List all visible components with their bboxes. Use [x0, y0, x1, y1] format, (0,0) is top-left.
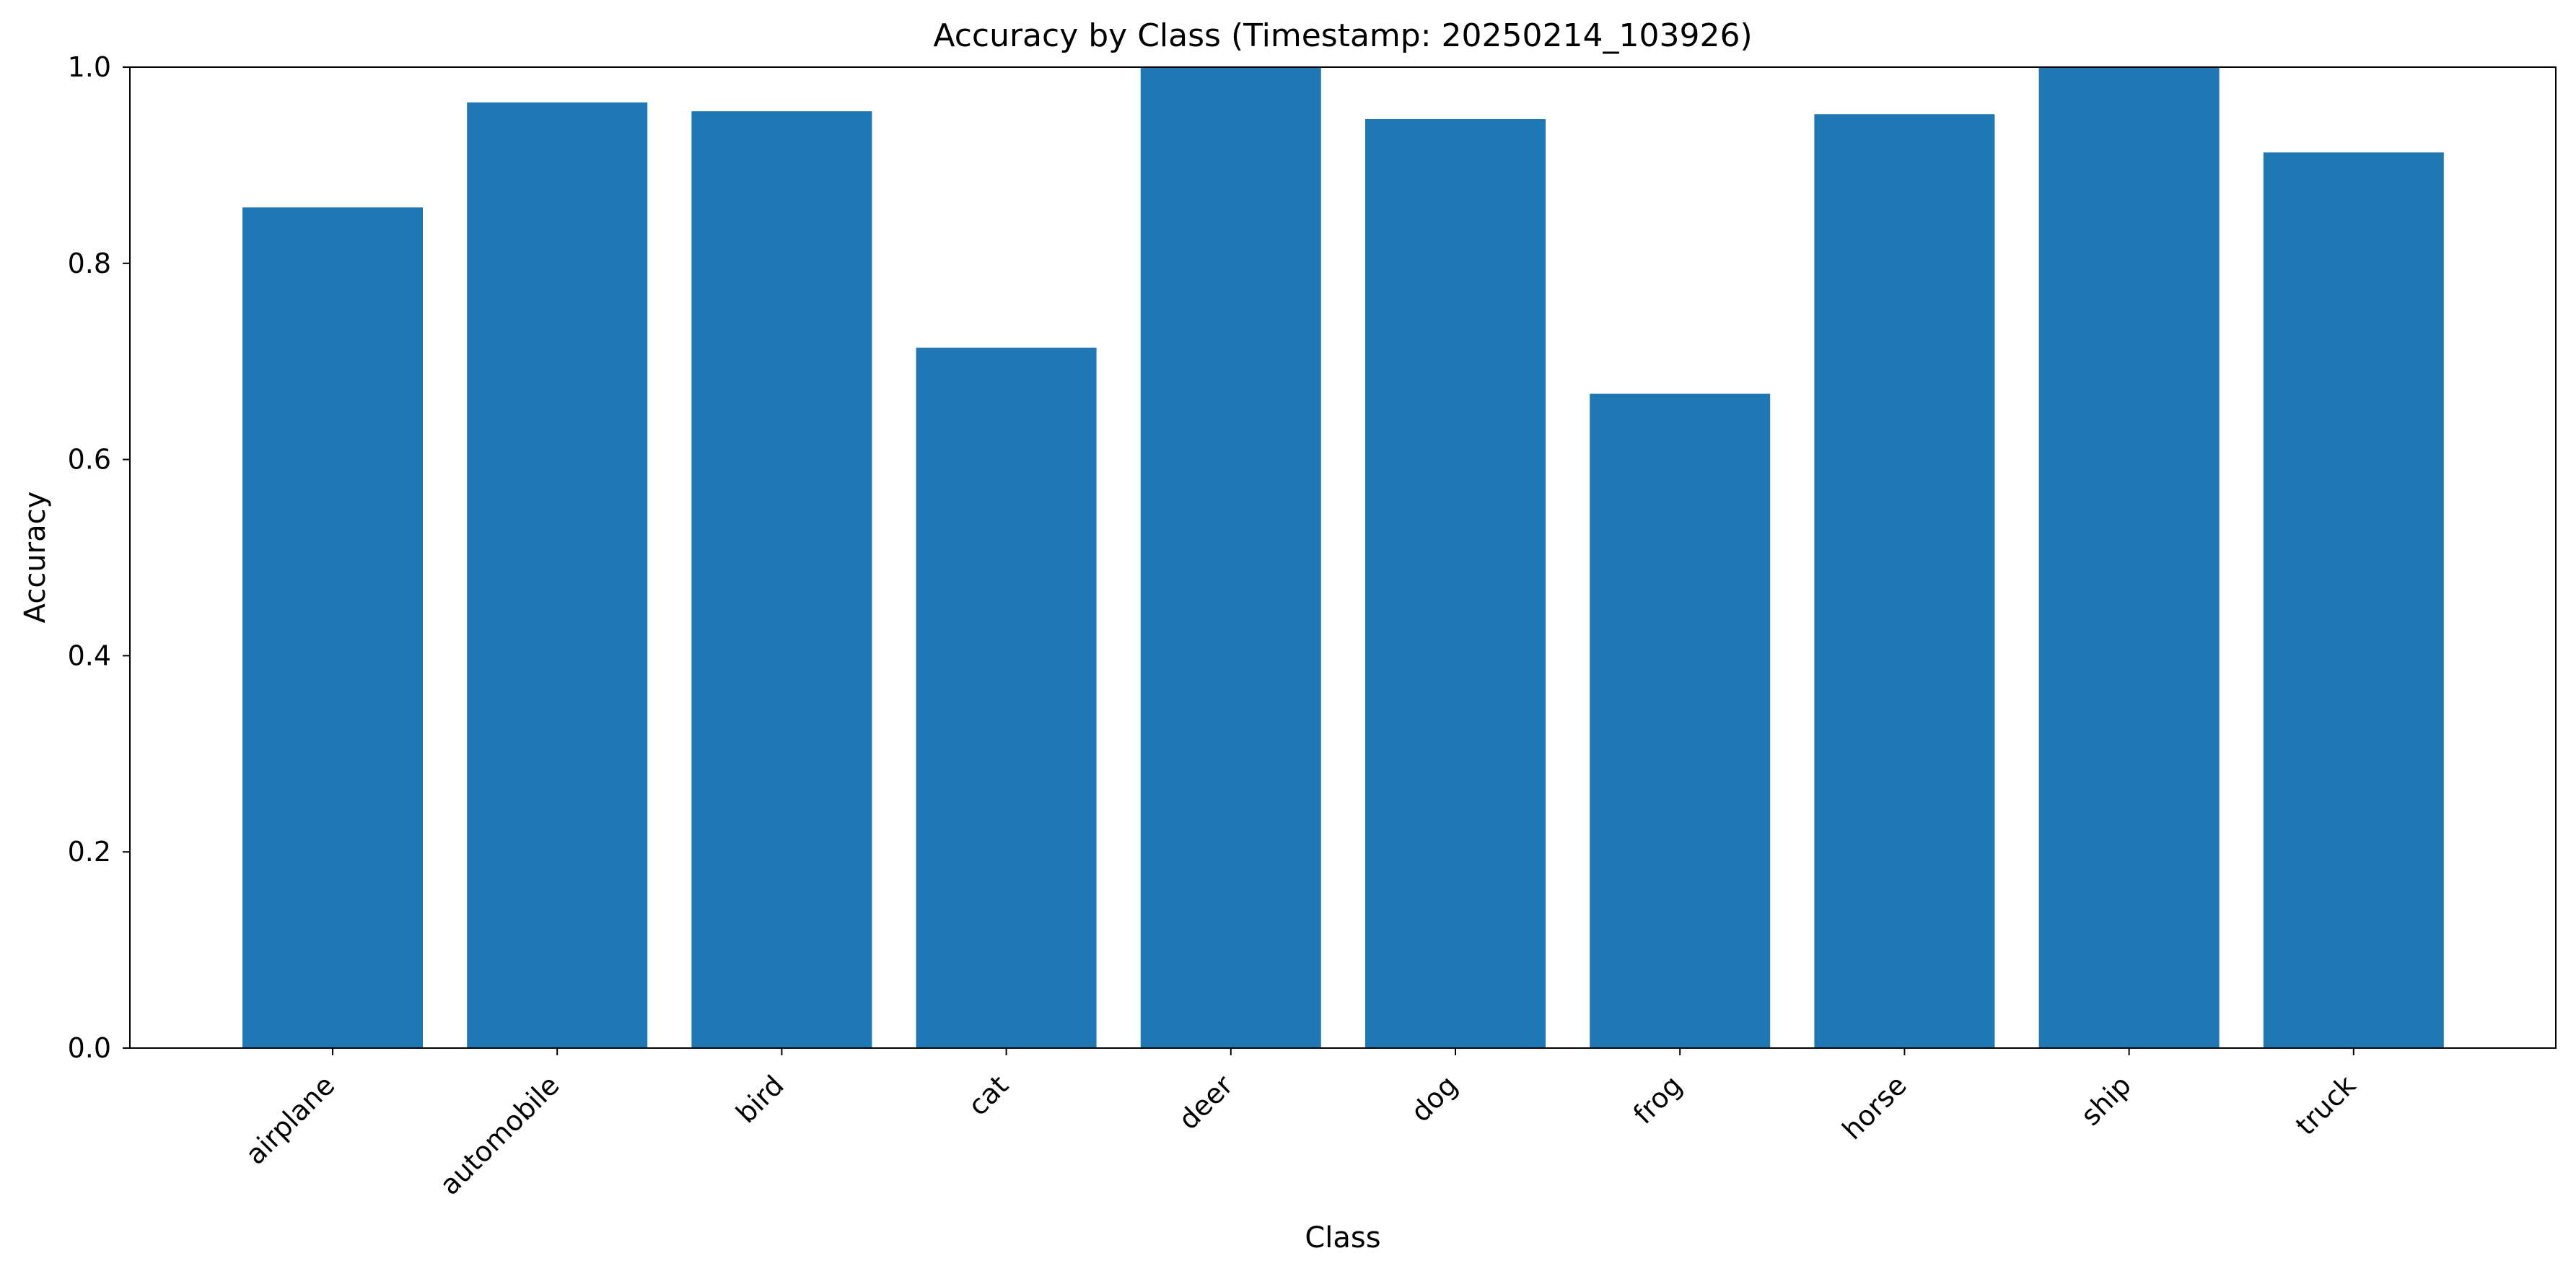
y-tick-label-0.0: 0.0	[68, 1032, 111, 1064]
y-tick-label-0.2: 0.2	[68, 836, 111, 868]
y-axis-ticks: 0.0 0.2 0.4 0.6 0.8 1.0	[68, 51, 130, 1064]
bar-horse	[1814, 114, 1995, 1049]
bar-automobile	[467, 102, 648, 1048]
y-tick-label-0.8: 0.8	[68, 248, 111, 279]
y-tick-label-1.0: 1.0	[68, 51, 111, 83]
y-tick-label-0.6: 0.6	[68, 444, 111, 476]
bar-airplane	[242, 207, 423, 1049]
y-tick-label-0.4: 0.4	[68, 640, 111, 671]
chart-title: Accuracy by Class (Timestamp: 20250214_1…	[933, 17, 1752, 54]
bar-ship	[2038, 67, 2220, 1048]
bar-frog	[1590, 393, 1771, 1048]
plot-frame	[129, 66, 2557, 1049]
bars-layer	[242, 67, 2444, 1049]
bar-bird	[691, 111, 872, 1048]
bar-truck	[2263, 152, 2444, 1049]
y-axis-label: Accuracy	[19, 492, 52, 624]
x-axis-label: Class	[1305, 1221, 1380, 1255]
bar-deer	[1140, 67, 1321, 1048]
bar-cat	[916, 347, 1097, 1048]
bar-dog	[1365, 119, 1546, 1048]
